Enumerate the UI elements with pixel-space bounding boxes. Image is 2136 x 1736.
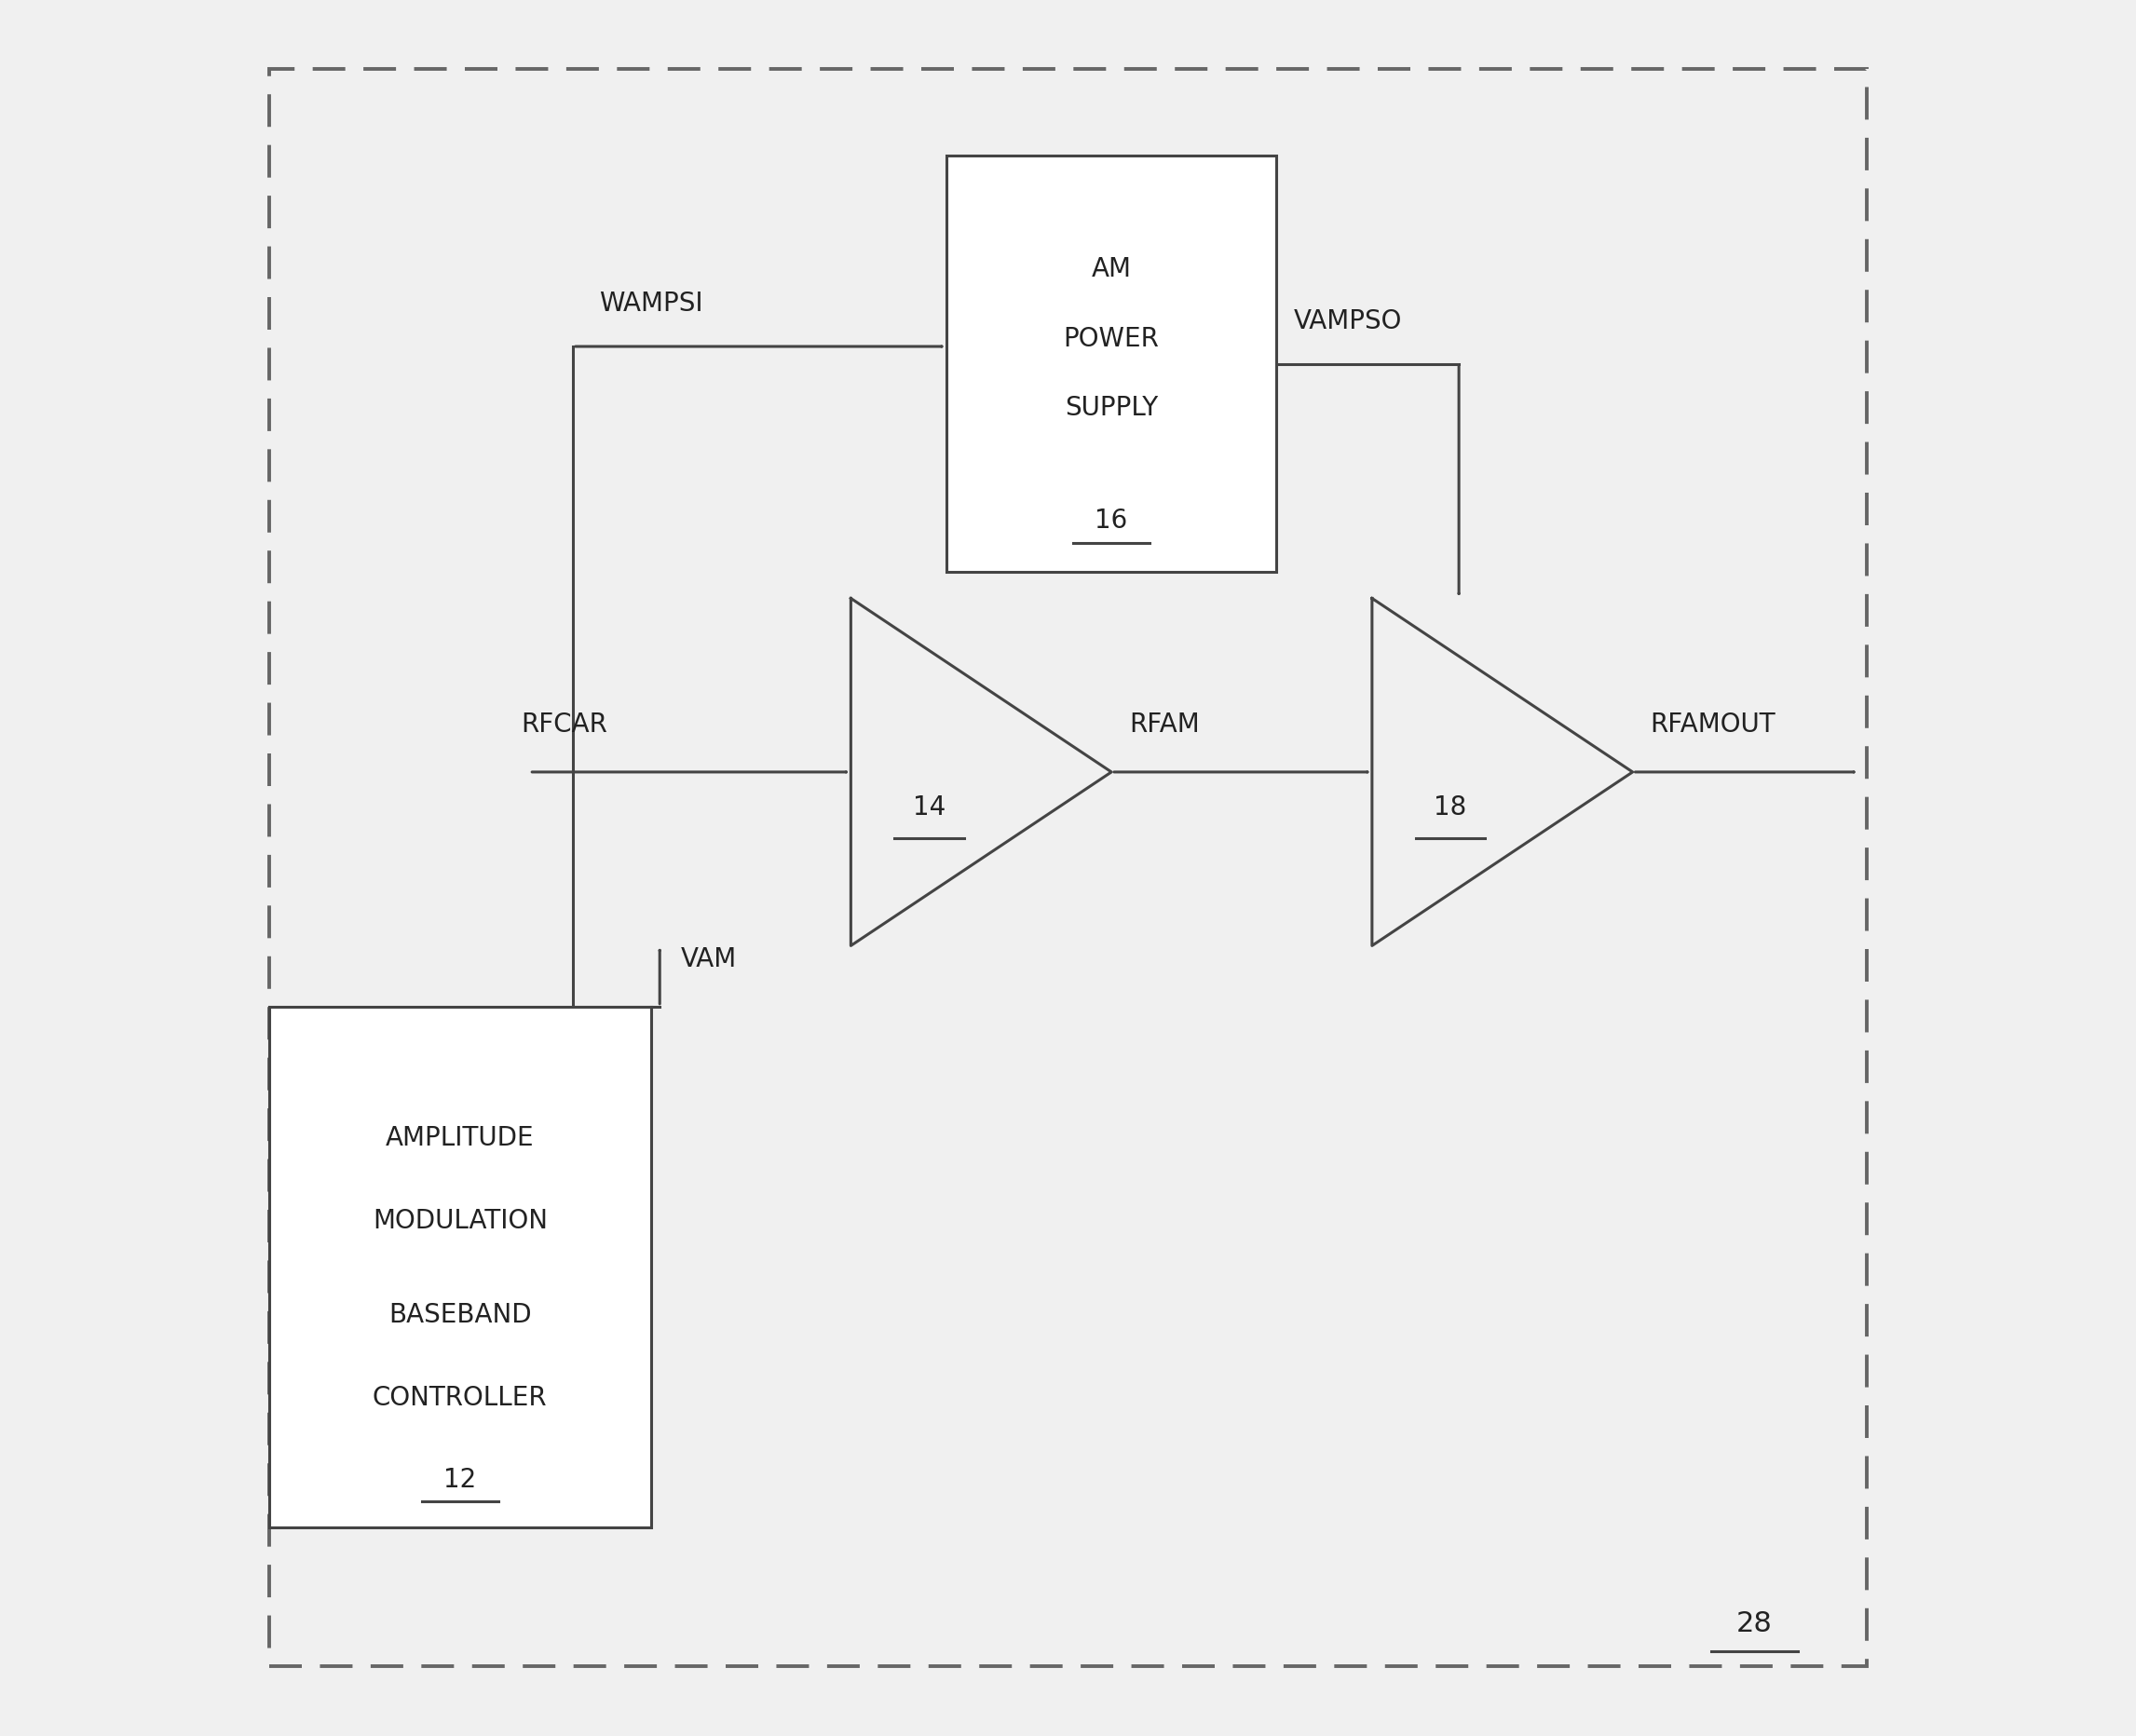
Text: SUPPLY: SUPPLY: [1064, 394, 1158, 422]
Text: CONTROLLER: CONTROLLER: [372, 1384, 547, 1411]
Text: 14: 14: [912, 793, 946, 821]
Text: 18: 18: [1433, 793, 1467, 821]
Text: MODULATION: MODULATION: [372, 1207, 547, 1234]
Text: 12: 12: [444, 1465, 476, 1493]
Text: VAM: VAM: [681, 946, 737, 972]
Text: WAMPSI: WAMPSI: [598, 290, 703, 318]
Text: RFCAR: RFCAR: [521, 710, 607, 738]
Bar: [946, 156, 1277, 573]
Text: 16: 16: [1096, 507, 1128, 535]
Bar: [269, 1007, 651, 1528]
Text: AM: AM: [1091, 255, 1132, 283]
Text: VAMPSO: VAMPSO: [1294, 307, 1401, 335]
Text: RFAM: RFAM: [1128, 710, 1200, 738]
Text: 28: 28: [1737, 1609, 1773, 1637]
Text: AMPLITUDE: AMPLITUDE: [387, 1123, 534, 1151]
Text: POWER: POWER: [1064, 325, 1160, 352]
Text: RFAMOUT: RFAMOUT: [1649, 710, 1775, 738]
Text: BASEBAND: BASEBAND: [389, 1300, 532, 1328]
